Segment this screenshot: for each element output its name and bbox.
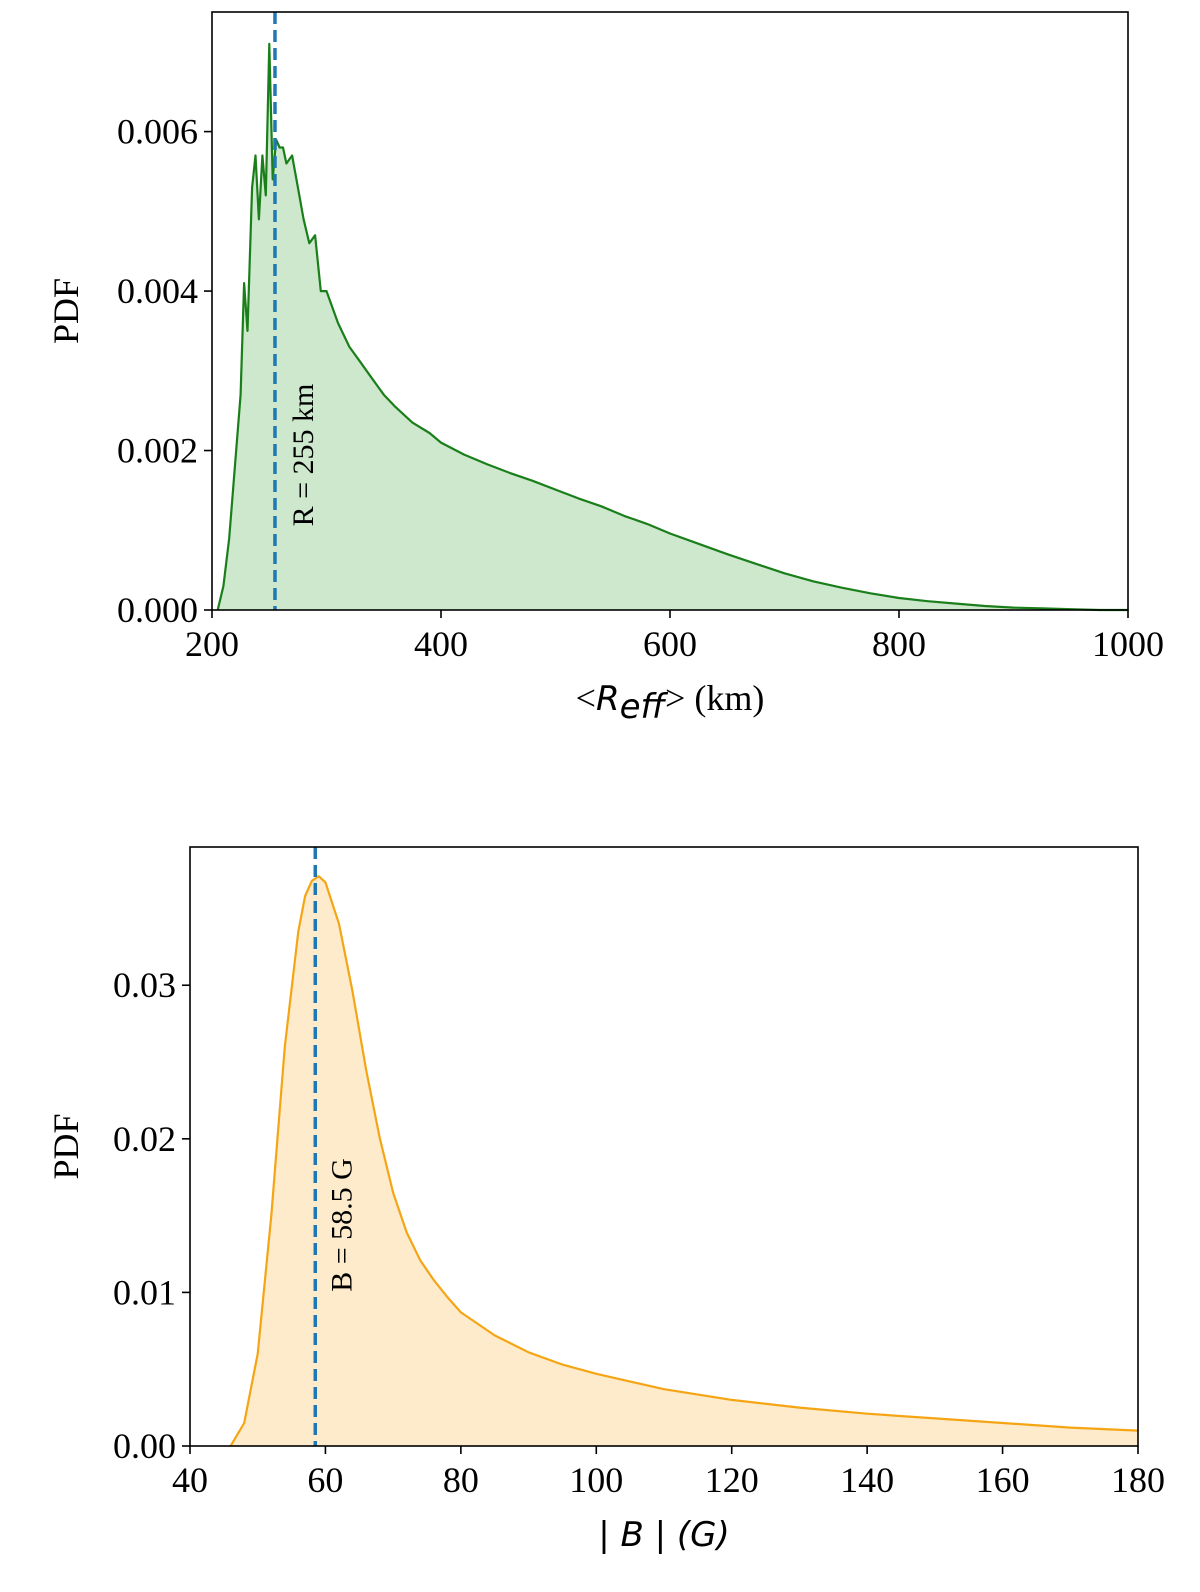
x-tick-label: 600 <box>643 624 697 664</box>
x-tick-label: 800 <box>872 624 926 664</box>
peak-annotation: R = 255 km <box>287 384 320 527</box>
plot-frame <box>189 846 1139 1447</box>
pdf-line <box>216 42 1128 612</box>
y-tick-label: 0.01 <box>113 1272 176 1312</box>
x-axis-label: <Reff> (km) <box>576 678 765 727</box>
y-tick-label: 0.02 <box>113 1119 176 1159</box>
peak-annotation: B = 58.5 G <box>325 1158 358 1292</box>
x-tick-label: 120 <box>705 1460 759 1500</box>
y-tick-label: 0.004 <box>117 271 198 311</box>
y-tick-label: 0.000 <box>117 590 198 630</box>
pdf-fill-area <box>217 43 1128 610</box>
chart-effective-radius: R = 255 km 200 400 600 800 1000 0.000 0.002 0.00… <box>46 11 1164 727</box>
x-tick-label: 40 <box>172 1460 208 1500</box>
pdf-line <box>229 875 1139 1447</box>
y-tick-label: 0.03 <box>113 965 176 1005</box>
x-axis-label: | B | (G) <box>598 1515 730 1555</box>
x-tick-label: 140 <box>840 1460 894 1500</box>
y-tick-label: 0.00 <box>113 1426 176 1466</box>
x-tick-label: 200 <box>185 624 239 664</box>
chart-magnetic-field: B = 58.5 G 40 60 80 100 120 140 160 180 0.00 0.01 0… <box>46 846 1165 1555</box>
x-tick-label: 60 <box>307 1460 343 1500</box>
y-axis-label: PDF <box>46 278 86 344</box>
y-tick-label: 0.002 <box>117 431 198 471</box>
x-tick-label: 180 <box>1111 1460 1165 1500</box>
x-tick-label: 400 <box>414 624 468 664</box>
x-tick-label: 160 <box>976 1460 1030 1500</box>
x-tick-label: 1000 <box>1092 624 1164 664</box>
x-tick-label: 80 <box>443 1460 479 1500</box>
x-tick-label: 100 <box>569 1460 623 1500</box>
y-tick-label: 0.006 <box>117 112 198 152</box>
y-axis-label: PDF <box>46 1113 86 1179</box>
pdf-fill-area <box>230 876 1139 1446</box>
